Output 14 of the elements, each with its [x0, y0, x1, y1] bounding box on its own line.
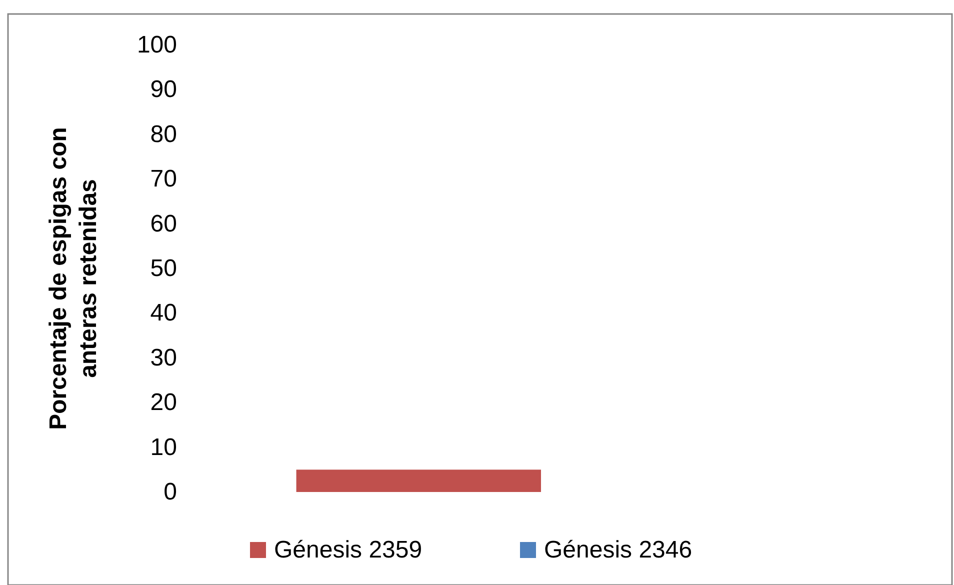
y-tick-label: 20: [150, 389, 177, 416]
y-tick-label: 60: [150, 210, 177, 238]
y-tick-label: 10: [150, 434, 177, 461]
y-tick-label: 50: [150, 255, 177, 282]
y-tick-label: 80: [150, 120, 177, 148]
y-tick-label: 90: [150, 76, 177, 104]
y-tick-label: 70: [150, 166, 177, 193]
y-tick-label: 40: [150, 300, 177, 327]
y-tick-label: 30: [150, 344, 177, 372]
y-axis-title: Porcentaje de espigas con anteras retenidas: [45, 127, 102, 430]
legend-label: Génesis 2346: [544, 536, 692, 564]
legend-label: Génesis 2359: [274, 536, 422, 564]
y-tick-label: 100: [136, 32, 177, 58]
y-tick-label: 0: [164, 478, 177, 506]
